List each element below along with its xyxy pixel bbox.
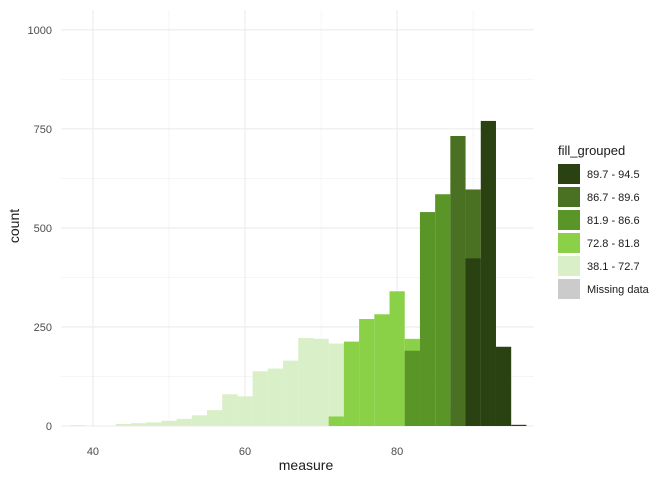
x-tick-label: 60 <box>239 446 251 458</box>
legend-label: Missing data <box>587 284 650 296</box>
histogram-bar <box>252 371 268 426</box>
histogram-bar <box>207 410 223 426</box>
legend-key <box>558 233 580 253</box>
legend-key <box>558 164 580 184</box>
histogram-bar <box>130 423 147 426</box>
histogram-bar <box>419 212 436 426</box>
y-axis-ticks: 0 250 500 750 1000 <box>28 25 52 433</box>
histogram-bar <box>161 420 177 426</box>
x-tick-label: 40 <box>87 446 99 458</box>
legend-label: 89.7 - 94.5 <box>587 169 640 181</box>
histogram-bar <box>450 135 466 426</box>
legend-key <box>558 187 580 207</box>
histogram-bar <box>267 368 284 426</box>
histogram-bar <box>237 396 253 426</box>
y-tick-label: 0 <box>46 421 52 433</box>
legend-title: fill_grouped <box>558 143 625 158</box>
histogram-bar <box>115 424 131 426</box>
y-tick-label: 1000 <box>28 25 52 37</box>
legend-label: 81.9 - 86.6 <box>587 215 640 227</box>
histogram-bar <box>404 350 420 426</box>
legend-key <box>558 210 580 230</box>
legend-key <box>558 256 580 276</box>
histogram-bar <box>495 346 512 426</box>
y-axis-title: count <box>6 209 22 243</box>
histogram-bar <box>191 415 208 426</box>
histogram-bar <box>480 120 496 426</box>
histogram-bar <box>176 418 192 426</box>
histogram-bar <box>146 422 162 426</box>
histogram-bar <box>435 194 451 426</box>
histogram-bar <box>328 343 344 426</box>
histogram-bar <box>389 291 405 426</box>
histogram-bar <box>313 338 329 426</box>
legend-label: 38.1 - 72.7 <box>587 261 640 273</box>
histogram-bar <box>222 394 238 426</box>
x-tick-label: 80 <box>391 446 403 458</box>
histogram-bars <box>70 120 527 426</box>
histogram-bar <box>374 314 390 426</box>
x-axis-title: measure <box>279 457 334 473</box>
histogram-bar <box>465 258 481 426</box>
histogram-bar <box>283 360 299 426</box>
legend-label: 86.7 - 89.6 <box>587 192 640 204</box>
y-tick-label: 500 <box>34 223 52 235</box>
legend: fill_grouped 89.7 - 94.5 86.7 - 89.6 81.9 … <box>558 143 650 299</box>
histogram-bar <box>298 338 314 426</box>
histogram-bar <box>328 416 344 426</box>
histogram-bar <box>359 319 375 426</box>
histogram-bar <box>70 425 86 426</box>
y-tick-label: 750 <box>34 124 52 136</box>
y-tick-label: 250 <box>34 322 52 334</box>
histogram-bar <box>511 424 527 426</box>
legend-key <box>558 279 580 299</box>
histogram-bar <box>343 341 360 426</box>
legend-label: 72.8 - 81.8 <box>587 238 640 250</box>
x-axis-ticks: 40 60 80 <box>87 446 403 458</box>
